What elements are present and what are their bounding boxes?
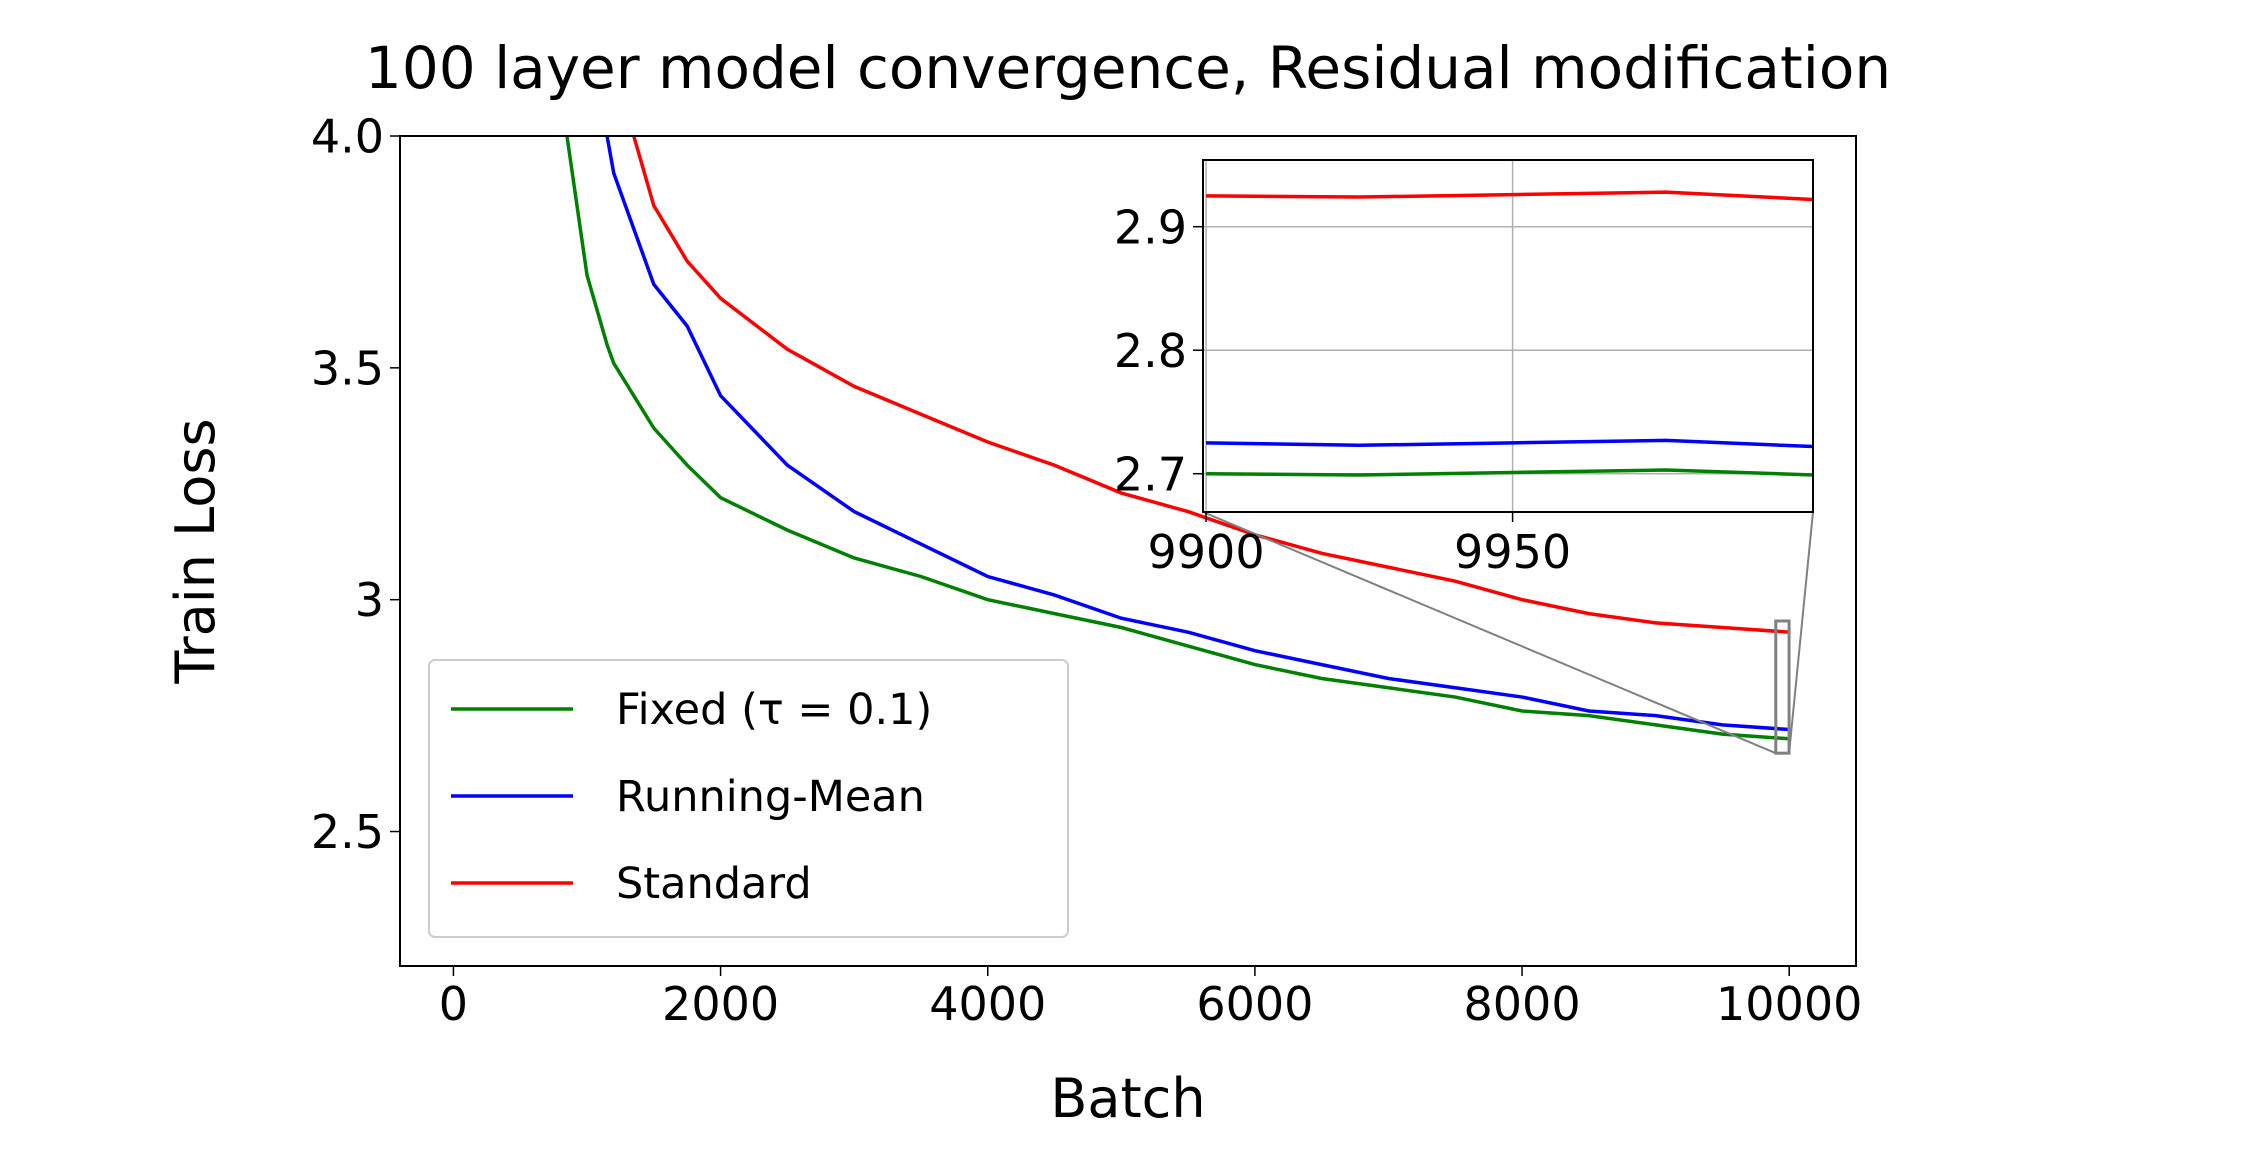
line-series xyxy=(1206,438,1813,449)
chart-title: 100 layer model convergence, Residual mo… xyxy=(365,34,1891,102)
x-tick-label: 6000 xyxy=(1196,977,1313,1031)
line-series xyxy=(632,136,1790,634)
axes-frame xyxy=(1202,159,1814,513)
x-tick-label: 9950 xyxy=(1454,525,1571,579)
line-series xyxy=(605,136,1790,732)
x-tick-label: 2000 xyxy=(662,977,779,1031)
line-series xyxy=(1206,468,1813,477)
legend-label: Running-Mean xyxy=(616,772,925,822)
x-tick-label: 4000 xyxy=(929,977,1046,1031)
legend-box xyxy=(428,659,1069,938)
y-tick-label: 3 xyxy=(355,573,384,627)
y-tick-label: 4.0 xyxy=(311,110,384,164)
zoom-connector xyxy=(1788,511,1814,754)
line-series xyxy=(565,136,1790,741)
x-tick-label: 0 xyxy=(439,977,468,1031)
legend-label: Standard xyxy=(616,859,812,909)
zoom-connector xyxy=(1202,511,1777,755)
x-tick-label: 10000 xyxy=(1716,977,1862,1031)
axes-frame xyxy=(399,135,1857,967)
y-axis-label: Train Loss xyxy=(164,418,227,684)
x-tick-label: 9900 xyxy=(1148,525,1265,579)
line-series xyxy=(1206,190,1813,202)
y-tick-label: 2.7 xyxy=(1114,447,1187,501)
legend-label: Fixed (τ = 0.1) xyxy=(616,685,932,735)
y-tick-label: 2.8 xyxy=(1114,324,1187,378)
y-tick-label: 2.9 xyxy=(1114,200,1187,254)
x-axis-label: Batch xyxy=(1050,1067,1205,1130)
zoom-box xyxy=(1774,619,1791,755)
y-tick-label: 2.5 xyxy=(311,805,384,859)
y-tick-label: 3.5 xyxy=(311,341,384,395)
plot-area xyxy=(1203,160,1813,512)
x-tick-label: 8000 xyxy=(1464,977,1581,1031)
